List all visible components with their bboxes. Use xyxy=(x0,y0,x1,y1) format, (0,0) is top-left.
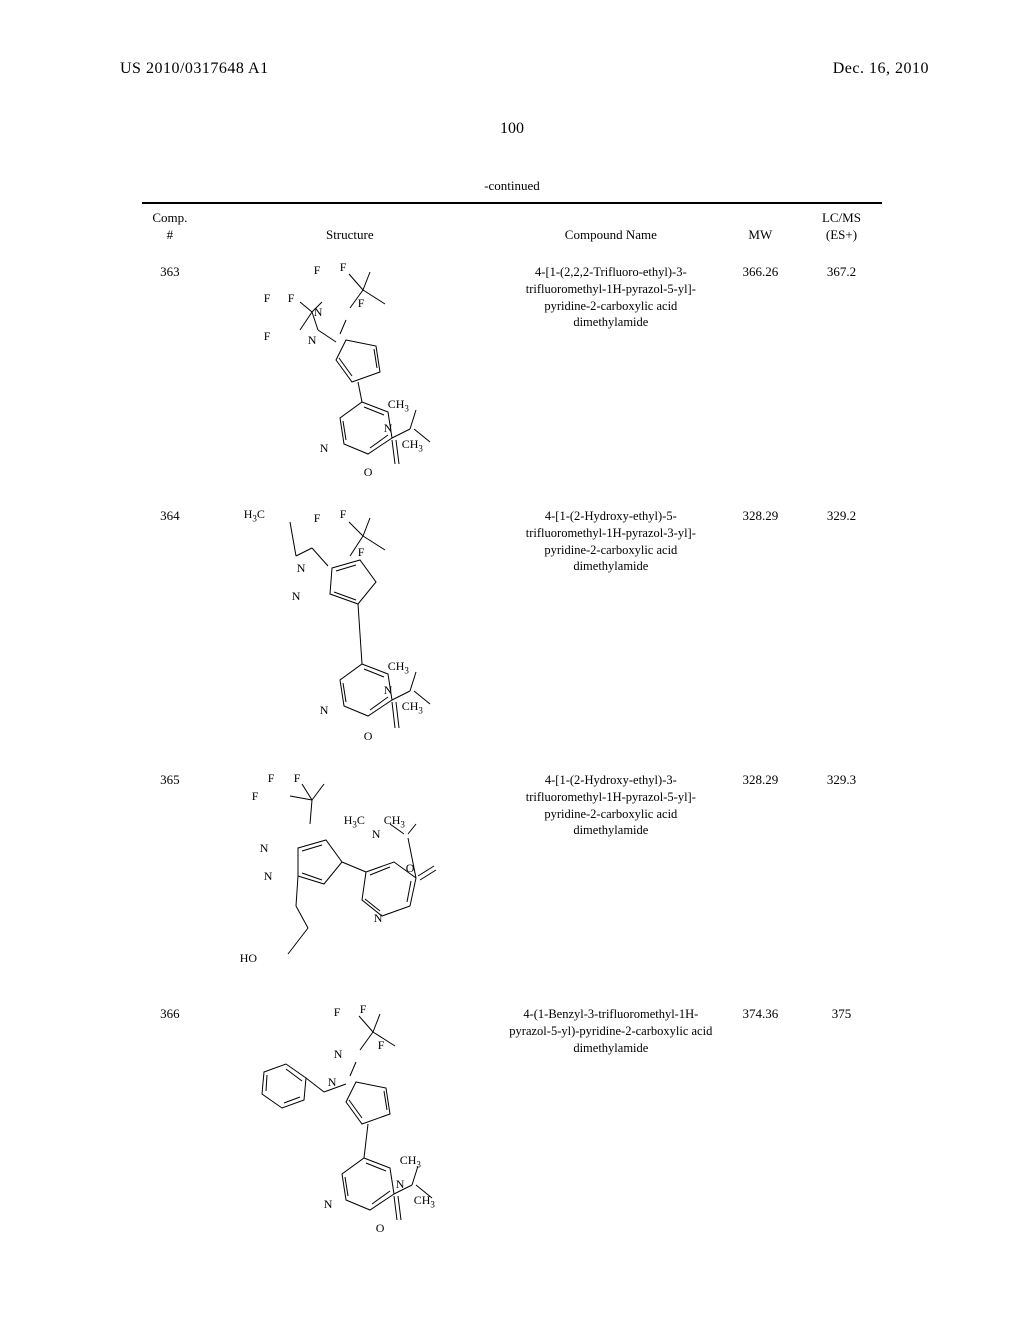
h3c-label: H3C xyxy=(244,508,265,523)
cell-comp: 365 xyxy=(142,760,198,994)
ch3-label: CH3 xyxy=(388,398,409,413)
cell-comp: 363 xyxy=(142,252,198,496)
col-header-comp: Comp.# xyxy=(142,204,198,252)
cell-lcms: 375 xyxy=(801,994,882,1248)
publication-number: US 2010/0317648 A1 xyxy=(120,60,269,78)
cell-lcms: 329.3 xyxy=(801,760,882,994)
cell-name: 4-[1-(2-Hydroxy-ethyl)-5-trifluoromethyl… xyxy=(502,496,720,760)
compound-name-text: 4-(1-Benzyl-3-trifluoromethyl-1H-pyrazol… xyxy=(506,1006,716,1057)
ch3-label: CH3 xyxy=(388,660,409,675)
compound-table-container: -continued Comp.# Structure Compound Nam… xyxy=(142,178,882,1248)
structure-363: F F F F F F N N N CH3 N xyxy=(202,264,498,484)
structure-366: F F F N N N CH3 N CH3 O xyxy=(202,1006,498,1236)
structure-364: H3C F F F N N N CH3 N CH3 O xyxy=(202,508,498,748)
ho-label: HO xyxy=(240,952,257,964)
col-header-name: Compound Name xyxy=(502,204,720,252)
structure-svg xyxy=(220,1006,480,1236)
n-label: N xyxy=(324,1198,333,1210)
structure-365: F F F H3C CH3 N O N N N HO xyxy=(202,772,498,982)
n-label: N xyxy=(374,912,383,924)
f-label: F xyxy=(264,292,271,304)
page-number: 100 xyxy=(0,120,1024,138)
f-label: F xyxy=(378,1039,385,1051)
cell-name: 4-(1-Benzyl-3-trifluoromethyl-1H-pyrazol… xyxy=(502,994,720,1248)
table-header-row: Comp.# Structure Compound Name MW LC/MS(… xyxy=(142,204,882,252)
table-row: 364 H3C F F F N N N CH3 N CH3 O xyxy=(142,496,882,760)
o-label: O xyxy=(364,730,373,742)
cell-lcms: 367.2 xyxy=(801,252,882,496)
ch3-label: CH3 xyxy=(402,700,423,715)
cell-structure: H3C F F F N N N CH3 N CH3 O xyxy=(198,496,502,760)
n-label: N xyxy=(260,842,269,854)
ch3-label: CH3 xyxy=(402,438,423,453)
n-label: N xyxy=(308,334,317,346)
o-label: O xyxy=(376,1222,385,1234)
page-header: US 2010/0317648 A1 Dec. 16, 2010 xyxy=(0,0,1024,78)
n-label: N xyxy=(320,442,329,454)
ch3-label: CH3 xyxy=(400,1154,421,1169)
cell-comp: 364 xyxy=(142,496,198,760)
table-row: 363 F F F F F F N N xyxy=(142,252,882,496)
n-label: N xyxy=(292,590,301,602)
f-label: F xyxy=(358,297,365,309)
cell-structure: F F F H3C CH3 N O N N N HO xyxy=(198,760,502,994)
publication-date: Dec. 16, 2010 xyxy=(833,60,929,78)
n-label: N xyxy=(334,1048,343,1060)
f-label: F xyxy=(314,512,321,524)
f-label: F xyxy=(252,790,259,802)
o-label: O xyxy=(406,862,415,874)
cell-comp: 366 xyxy=(142,994,198,1248)
o-label: O xyxy=(364,466,373,478)
f-label: F xyxy=(294,772,301,784)
f-label: F xyxy=(264,330,271,342)
n-label: N xyxy=(384,684,393,696)
n-label: N xyxy=(328,1076,337,1088)
cell-mw: 328.29 xyxy=(720,760,801,994)
table-row: 366 F F F N N N CH3 N CH3 O xyxy=(142,994,882,1248)
n-label: N xyxy=(314,306,323,318)
n-label: N xyxy=(372,828,381,840)
continued-label: -continued xyxy=(142,178,882,194)
cell-mw: 366.26 xyxy=(720,252,801,496)
cell-mw: 328.29 xyxy=(720,496,801,760)
n-label: N xyxy=(264,870,273,882)
cell-structure: F F F N N N CH3 N CH3 O xyxy=(198,994,502,1248)
compound-name-text: 4-[1-(2,2,2-Trifluoro-ethyl)-3-trifluoro… xyxy=(506,264,716,332)
ch3-label: CH3 xyxy=(414,1194,435,1209)
cell-name: 4-[1-(2,2,2-Trifluoro-ethyl)-3-trifluoro… xyxy=(502,252,720,496)
col-header-structure: Structure xyxy=(198,204,502,252)
f-label: F xyxy=(340,508,347,520)
f-label: F xyxy=(340,261,347,273)
n-label: N xyxy=(297,562,306,574)
f-label: F xyxy=(288,292,295,304)
structure-svg xyxy=(230,508,470,748)
f-label: F xyxy=(360,1003,367,1015)
f-label: F xyxy=(334,1006,341,1018)
cell-lcms: 329.2 xyxy=(801,496,882,760)
cell-name: 4-[1-(2-Hydroxy-ethyl)-3-trifluoromethyl… xyxy=(502,760,720,994)
h3c-label: H3C xyxy=(344,814,365,829)
table-row: 365 F F F H3C CH3 N O N N N HO xyxy=(142,760,882,994)
n-label: N xyxy=(384,422,393,434)
col-header-mw: MW xyxy=(720,204,801,252)
col-header-lcms: LC/MS(ES+) xyxy=(801,204,882,252)
compound-name-text: 4-[1-(2-Hydroxy-ethyl)-3-trifluoromethyl… xyxy=(506,772,716,840)
ch3-label: CH3 xyxy=(384,814,405,829)
f-label: F xyxy=(268,772,275,784)
compound-table: Comp.# Structure Compound Name MW LC/MS(… xyxy=(142,204,882,1248)
f-label: F xyxy=(358,546,365,558)
f-label: F xyxy=(314,264,321,276)
n-label: N xyxy=(396,1178,405,1190)
compound-name-text: 4-[1-(2-Hydroxy-ethyl)-5-trifluoromethyl… xyxy=(506,508,716,576)
n-label: N xyxy=(320,704,329,716)
cell-mw: 374.36 xyxy=(720,994,801,1248)
cell-structure: F F F F F F N N N CH3 N xyxy=(198,252,502,496)
